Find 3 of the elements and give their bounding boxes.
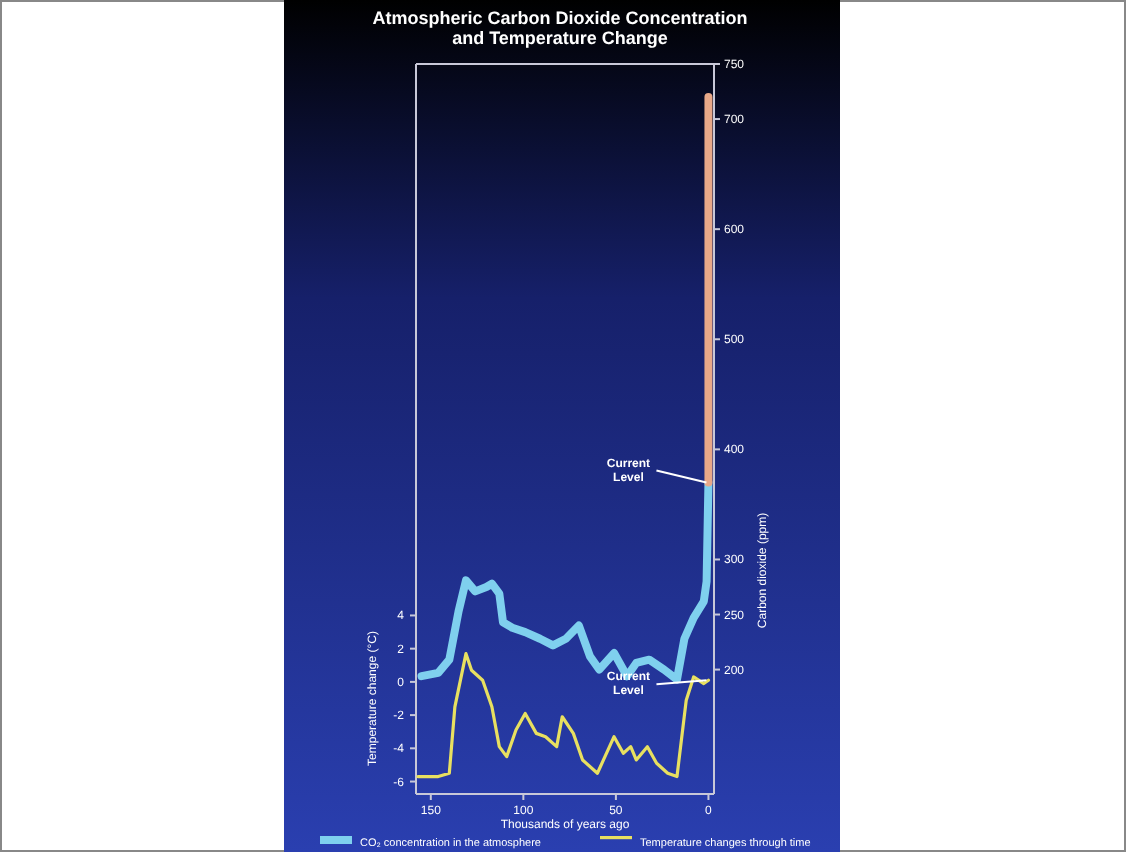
line-series xyxy=(416,652,711,779)
chart-title: Atmospheric Carbon Dioxide Concentration and Temperature Change xyxy=(372,8,748,48)
line-series xyxy=(417,478,713,684)
